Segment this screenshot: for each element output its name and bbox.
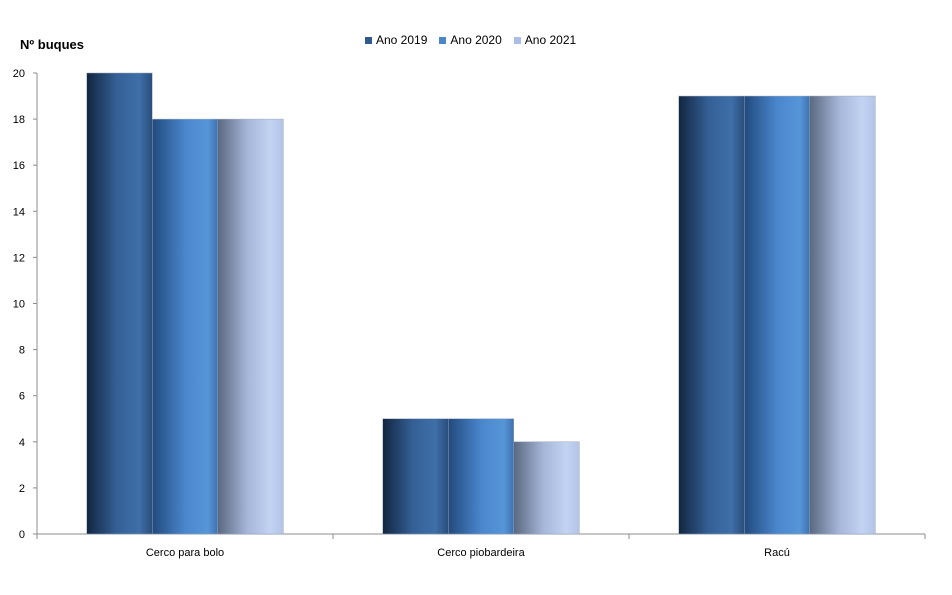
y-tick-label: 2 [19, 483, 25, 495]
y-tick-label: 8 [19, 345, 25, 357]
bars [86, 72, 876, 535]
legend-swatch-2021 [513, 36, 521, 44]
bar-ano-2020-3 [744, 95, 810, 535]
x-tick-label: Racú [764, 547, 790, 559]
bar-ano-2019-3 [678, 95, 745, 535]
legend-label-2021: Ano 2021 [524, 33, 577, 47]
x-tick-label: Cerco piobardeira [437, 547, 525, 559]
y-tick-label: 6 [19, 391, 25, 403]
chart-legend: Ano 2019 Ano 2020 Ano 2021 [365, 33, 576, 47]
x-tick-label: Cerco para bolo [146, 547, 224, 559]
y-axis: 0 2 4 6 8 10 12 14 16 18 20 [13, 68, 38, 541]
bar-ano-2020-2 [448, 418, 514, 535]
bar-ano-2021-1 [217, 118, 284, 535]
bar-ano-2021-3 [809, 95, 876, 535]
y-tick-label: 18 [13, 114, 25, 126]
y-tick-label: 20 [13, 68, 25, 80]
legend-swatch-2020 [439, 36, 447, 44]
x-axis: Cerco para bolo Cerco piobardeira Racú [36, 533, 926, 559]
bar-ano-2021-2 [513, 441, 580, 535]
legend-swatch-2019 [365, 36, 372, 44]
legend-item-2020: Ano 2020 [439, 33, 502, 47]
y-axis-title: Nº buques [20, 37, 84, 52]
y-tick-label: 0 [19, 529, 25, 541]
y-tick-label: 10 [13, 299, 25, 311]
bar-ano-2019-2 [382, 418, 449, 535]
legend-item-2021: Ano 2021 [513, 33, 577, 47]
legend-label-2019: Ano 2019 [376, 33, 428, 47]
y-tick-label: 16 [13, 160, 25, 172]
bar-ano-2019-1 [86, 72, 153, 535]
bar-ano-2020-1 [152, 118, 218, 535]
y-tick-label: 14 [13, 206, 25, 218]
y-tick-label: 12 [13, 252, 25, 264]
y-tick-label: 4 [19, 437, 25, 449]
legend-item-2019: Ano 2019 [365, 33, 427, 47]
legend-label-2020: Ano 2020 [450, 33, 502, 47]
